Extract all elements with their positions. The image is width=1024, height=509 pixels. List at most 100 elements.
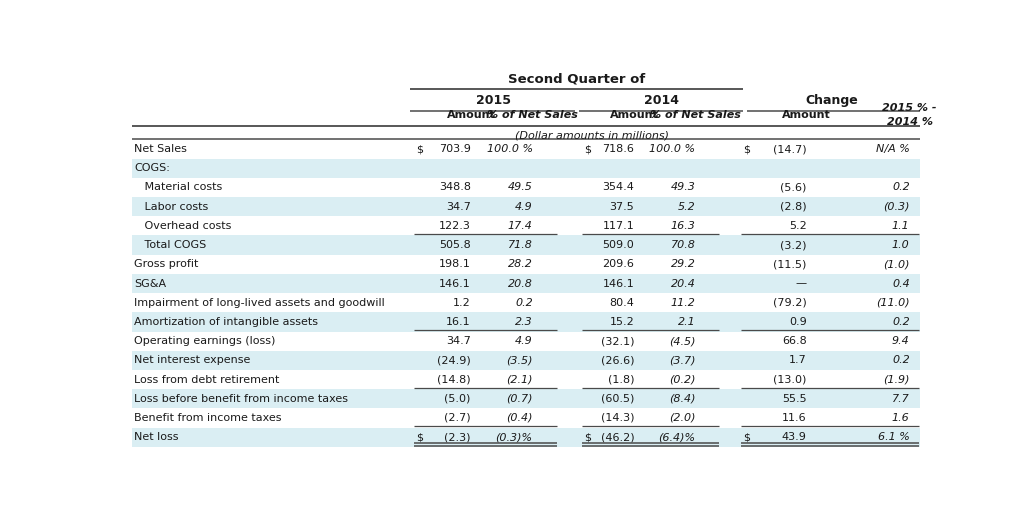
Text: 43.9: 43.9: [781, 432, 807, 442]
Text: 4.9: 4.9: [515, 336, 532, 346]
Text: 1.7: 1.7: [788, 355, 807, 365]
Text: $: $: [585, 432, 591, 442]
Text: Benefit from income taxes: Benefit from income taxes: [134, 413, 282, 423]
Text: 4.9: 4.9: [515, 202, 532, 212]
Text: Operating earnings (loss): Operating earnings (loss): [134, 336, 275, 346]
Text: 718.6: 718.6: [602, 144, 634, 154]
Text: Overhead costs: Overhead costs: [134, 221, 231, 231]
Bar: [132, 236, 920, 254]
Text: (79.2): (79.2): [773, 298, 807, 308]
Text: 29.2: 29.2: [671, 259, 695, 269]
Text: (26.6): (26.6): [601, 355, 634, 365]
Text: 509.0: 509.0: [602, 240, 634, 250]
Text: (11.0): (11.0): [877, 298, 909, 308]
Text: 0.2: 0.2: [892, 355, 909, 365]
Text: 100.0 %: 100.0 %: [649, 144, 695, 154]
Bar: [132, 313, 920, 331]
Text: (2.7): (2.7): [444, 413, 471, 423]
Text: 2015 % -: 2015 % -: [883, 103, 937, 113]
Text: 354.4: 354.4: [602, 183, 634, 192]
Text: 6.1 %: 6.1 %: [878, 432, 909, 442]
Text: 122.3: 122.3: [439, 221, 471, 231]
Text: 34.7: 34.7: [446, 202, 471, 212]
Text: $: $: [743, 432, 750, 442]
Text: (13.0): (13.0): [773, 375, 807, 384]
Text: (11.5): (11.5): [773, 259, 807, 269]
Text: (5.6): (5.6): [780, 183, 807, 192]
Text: (3.2): (3.2): [780, 240, 807, 250]
Text: % of Net Sales: % of Net Sales: [487, 110, 579, 120]
Text: (3.7): (3.7): [669, 355, 695, 365]
Text: 1.2: 1.2: [453, 298, 471, 308]
Text: $: $: [743, 144, 750, 154]
Text: 0.4: 0.4: [892, 278, 909, 289]
Text: 117.1: 117.1: [602, 221, 634, 231]
Text: Labor costs: Labor costs: [134, 202, 209, 212]
Text: 703.9: 703.9: [439, 144, 471, 154]
Text: $: $: [416, 432, 423, 442]
Text: 16.3: 16.3: [671, 221, 695, 231]
Text: (2.0): (2.0): [669, 413, 695, 423]
Text: 80.4: 80.4: [609, 298, 634, 308]
Text: (2.3): (2.3): [444, 432, 471, 442]
Text: Material costs: Material costs: [134, 183, 222, 192]
Text: N/A %: N/A %: [876, 144, 909, 154]
Text: (1.8): (1.8): [608, 375, 634, 384]
Text: 5.2: 5.2: [788, 221, 807, 231]
Text: 49.5: 49.5: [508, 183, 532, 192]
Text: 2015: 2015: [475, 94, 511, 107]
Text: $: $: [416, 144, 423, 154]
Text: 0.2: 0.2: [892, 317, 909, 327]
Text: 55.5: 55.5: [782, 394, 807, 404]
Text: 15.2: 15.2: [609, 317, 634, 327]
Text: 7.7: 7.7: [892, 394, 909, 404]
Text: (8.4): (8.4): [669, 394, 695, 404]
Bar: [132, 389, 920, 408]
Text: (32.1): (32.1): [601, 336, 634, 346]
Text: (2.1): (2.1): [506, 375, 532, 384]
Text: 66.8: 66.8: [781, 336, 807, 346]
Text: 348.8: 348.8: [439, 183, 471, 192]
Text: Amount: Amount: [446, 110, 496, 120]
Text: 28.2: 28.2: [508, 259, 532, 269]
Text: (14.8): (14.8): [437, 375, 471, 384]
Text: (14.7): (14.7): [773, 144, 807, 154]
Text: 2014 %: 2014 %: [887, 117, 933, 127]
Text: Net interest expense: Net interest expense: [134, 355, 251, 365]
Text: 2.1: 2.1: [678, 317, 695, 327]
Text: Amount: Amount: [782, 110, 830, 120]
Bar: [132, 351, 920, 370]
Text: 0.9: 0.9: [788, 317, 807, 327]
Text: 0.2: 0.2: [515, 298, 532, 308]
Text: (3.5): (3.5): [506, 355, 532, 365]
Text: 49.3: 49.3: [671, 183, 695, 192]
Text: (0.3)%: (0.3)%: [496, 432, 532, 442]
Text: (0.4): (0.4): [506, 413, 532, 423]
Text: Amount: Amount: [610, 110, 658, 120]
Text: 1.6: 1.6: [892, 413, 909, 423]
Text: 198.1: 198.1: [439, 259, 471, 269]
Text: (4.5): (4.5): [669, 336, 695, 346]
Text: 1.1: 1.1: [892, 221, 909, 231]
Text: 20.8: 20.8: [508, 278, 532, 289]
Text: (6.4)%: (6.4)%: [658, 432, 695, 442]
Bar: [132, 428, 920, 447]
Text: 70.8: 70.8: [671, 240, 695, 250]
Text: 71.8: 71.8: [508, 240, 532, 250]
Text: 100.0 %: 100.0 %: [486, 144, 532, 154]
Text: 20.4: 20.4: [671, 278, 695, 289]
Text: (5.0): (5.0): [444, 394, 471, 404]
Text: (Dollar amounts in millions): (Dollar amounts in millions): [515, 130, 670, 140]
Text: % of Net Sales: % of Net Sales: [650, 110, 740, 120]
Text: 9.4: 9.4: [892, 336, 909, 346]
Text: (1.9): (1.9): [883, 375, 909, 384]
Text: 146.1: 146.1: [602, 278, 634, 289]
Text: 5.2: 5.2: [678, 202, 695, 212]
Text: 2014: 2014: [644, 94, 679, 107]
Text: Change: Change: [805, 94, 858, 107]
Text: 1.0: 1.0: [892, 240, 909, 250]
Text: 16.1: 16.1: [446, 317, 471, 327]
Text: Net loss: Net loss: [134, 432, 179, 442]
Text: 146.1: 146.1: [439, 278, 471, 289]
Text: 2.3: 2.3: [515, 317, 532, 327]
